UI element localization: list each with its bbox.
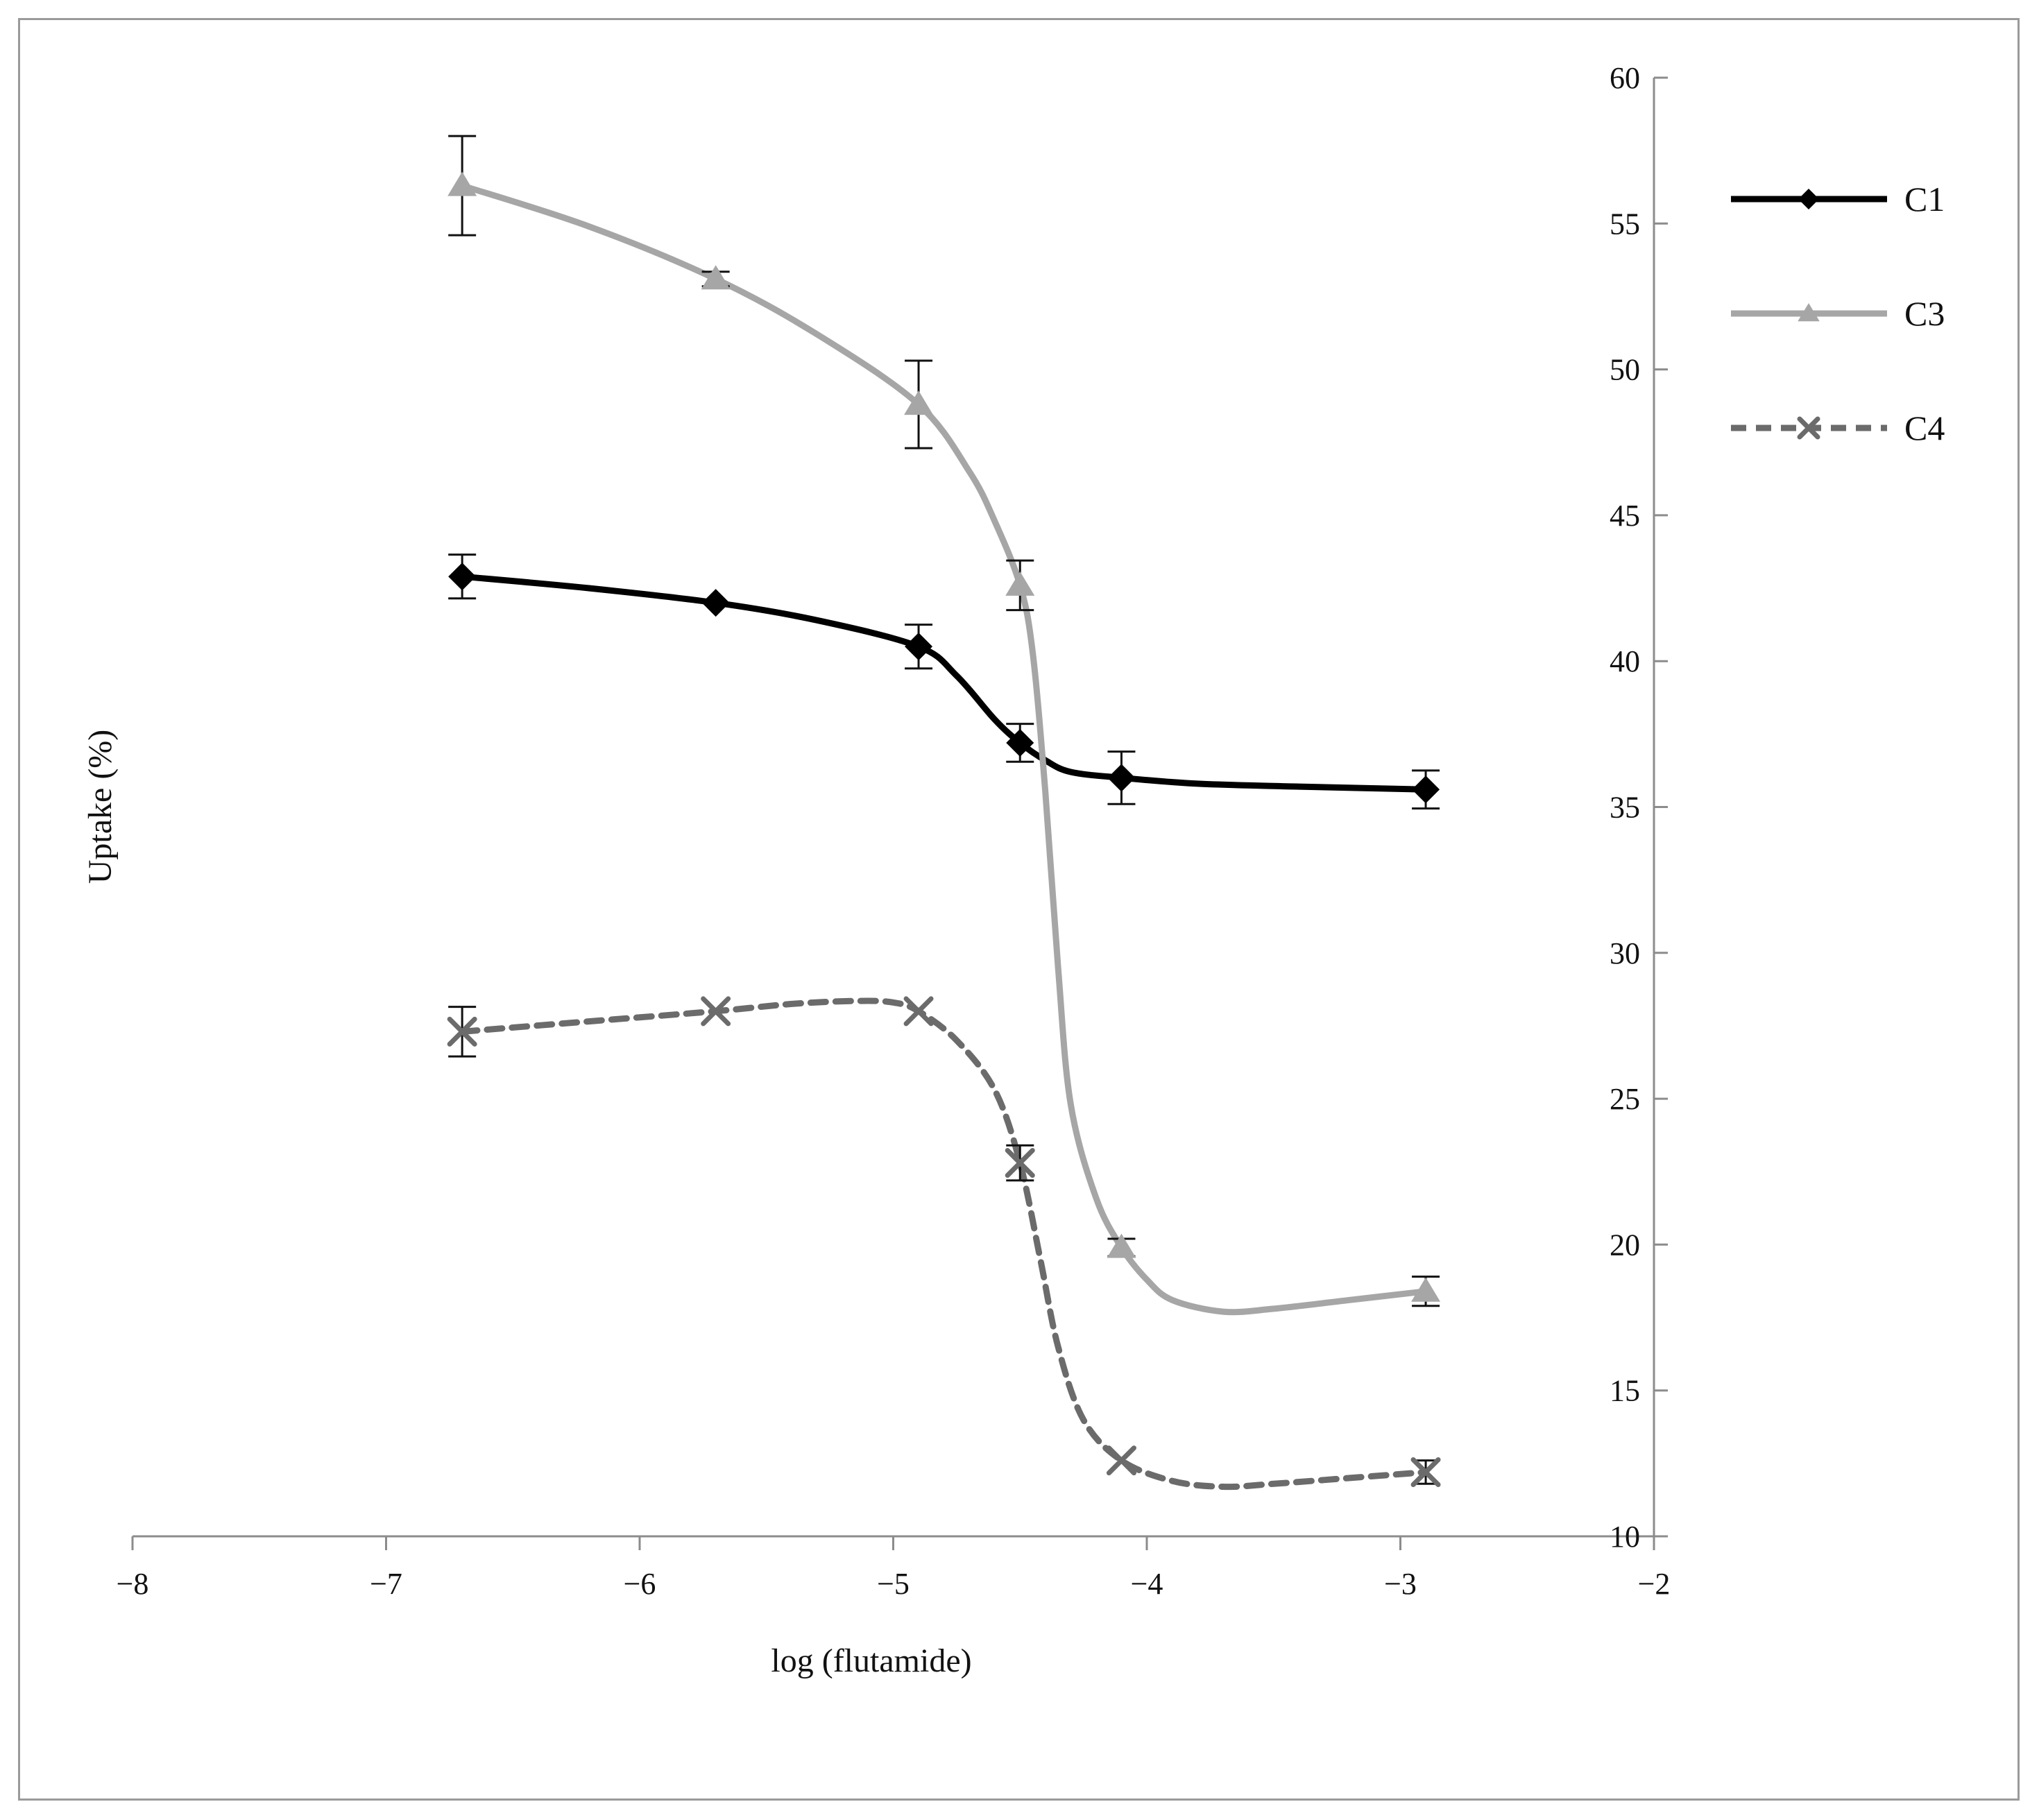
y-tick-label: 60 bbox=[1610, 61, 1640, 95]
data-point-c4 bbox=[701, 996, 731, 1027]
data-point-c4 bbox=[1005, 1148, 1035, 1178]
y-axis-title: Uptake (%) bbox=[82, 730, 119, 884]
series-line-c4 bbox=[459, 997, 1429, 1491]
data-point-c3 bbox=[1107, 1233, 1136, 1258]
y-tick-label: 50 bbox=[1610, 353, 1640, 387]
chart-frame bbox=[18, 18, 2020, 1801]
legend-label-c4: C4 bbox=[1904, 409, 1945, 447]
data-point-c1 bbox=[1006, 728, 1034, 757]
legend-marker-c1 bbox=[1798, 189, 1819, 209]
x-axis-title: log (flutamide) bbox=[771, 1642, 971, 1679]
data-point-c4 bbox=[1410, 1457, 1441, 1487]
data-point-c3 bbox=[701, 265, 731, 290]
legend-marker-c4 bbox=[1797, 416, 1820, 440]
x-tick-label: −4 bbox=[1131, 1567, 1163, 1601]
x-tick-label: −7 bbox=[370, 1567, 402, 1601]
data-point-c3 bbox=[1411, 1277, 1441, 1302]
x-tick-label: −2 bbox=[1638, 1567, 1671, 1601]
data-point-c4 bbox=[903, 996, 934, 1027]
x-tick-label: −8 bbox=[117, 1567, 149, 1601]
x-tick-label: −3 bbox=[1384, 1567, 1417, 1601]
x-tick-label: −5 bbox=[877, 1567, 910, 1601]
y-tick-label: 40 bbox=[1610, 644, 1640, 678]
data-point-c1 bbox=[905, 633, 933, 661]
legend-label-c3: C3 bbox=[1904, 294, 1945, 333]
y-tick-label: 20 bbox=[1610, 1228, 1640, 1262]
y-tick-label: 55 bbox=[1610, 207, 1640, 241]
data-point-c1 bbox=[1412, 775, 1440, 804]
y-tick-label: 10 bbox=[1610, 1520, 1640, 1554]
y-tick-label: 15 bbox=[1610, 1374, 1640, 1408]
data-point-c4 bbox=[1106, 1445, 1136, 1476]
data-point-c3 bbox=[447, 171, 477, 196]
data-point-c4 bbox=[447, 1016, 477, 1047]
data-point-c3 bbox=[904, 390, 934, 415]
y-tick-label: 45 bbox=[1610, 499, 1640, 533]
legend-marker-c3 bbox=[1798, 303, 1820, 322]
y-tick-label: 30 bbox=[1610, 936, 1640, 970]
series-line-c3 bbox=[459, 182, 1429, 1316]
x-tick-label: −6 bbox=[624, 1567, 656, 1601]
data-point-c1 bbox=[1107, 764, 1136, 792]
y-tick-label: 35 bbox=[1610, 791, 1640, 825]
y-tick-label: 25 bbox=[1610, 1082, 1640, 1116]
legend-label-c1: C1 bbox=[1904, 180, 1945, 218]
data-point-c3 bbox=[1005, 571, 1035, 596]
data-point-c1 bbox=[448, 563, 477, 591]
series-line-c1 bbox=[459, 573, 1429, 793]
data-point-c1 bbox=[701, 589, 730, 617]
